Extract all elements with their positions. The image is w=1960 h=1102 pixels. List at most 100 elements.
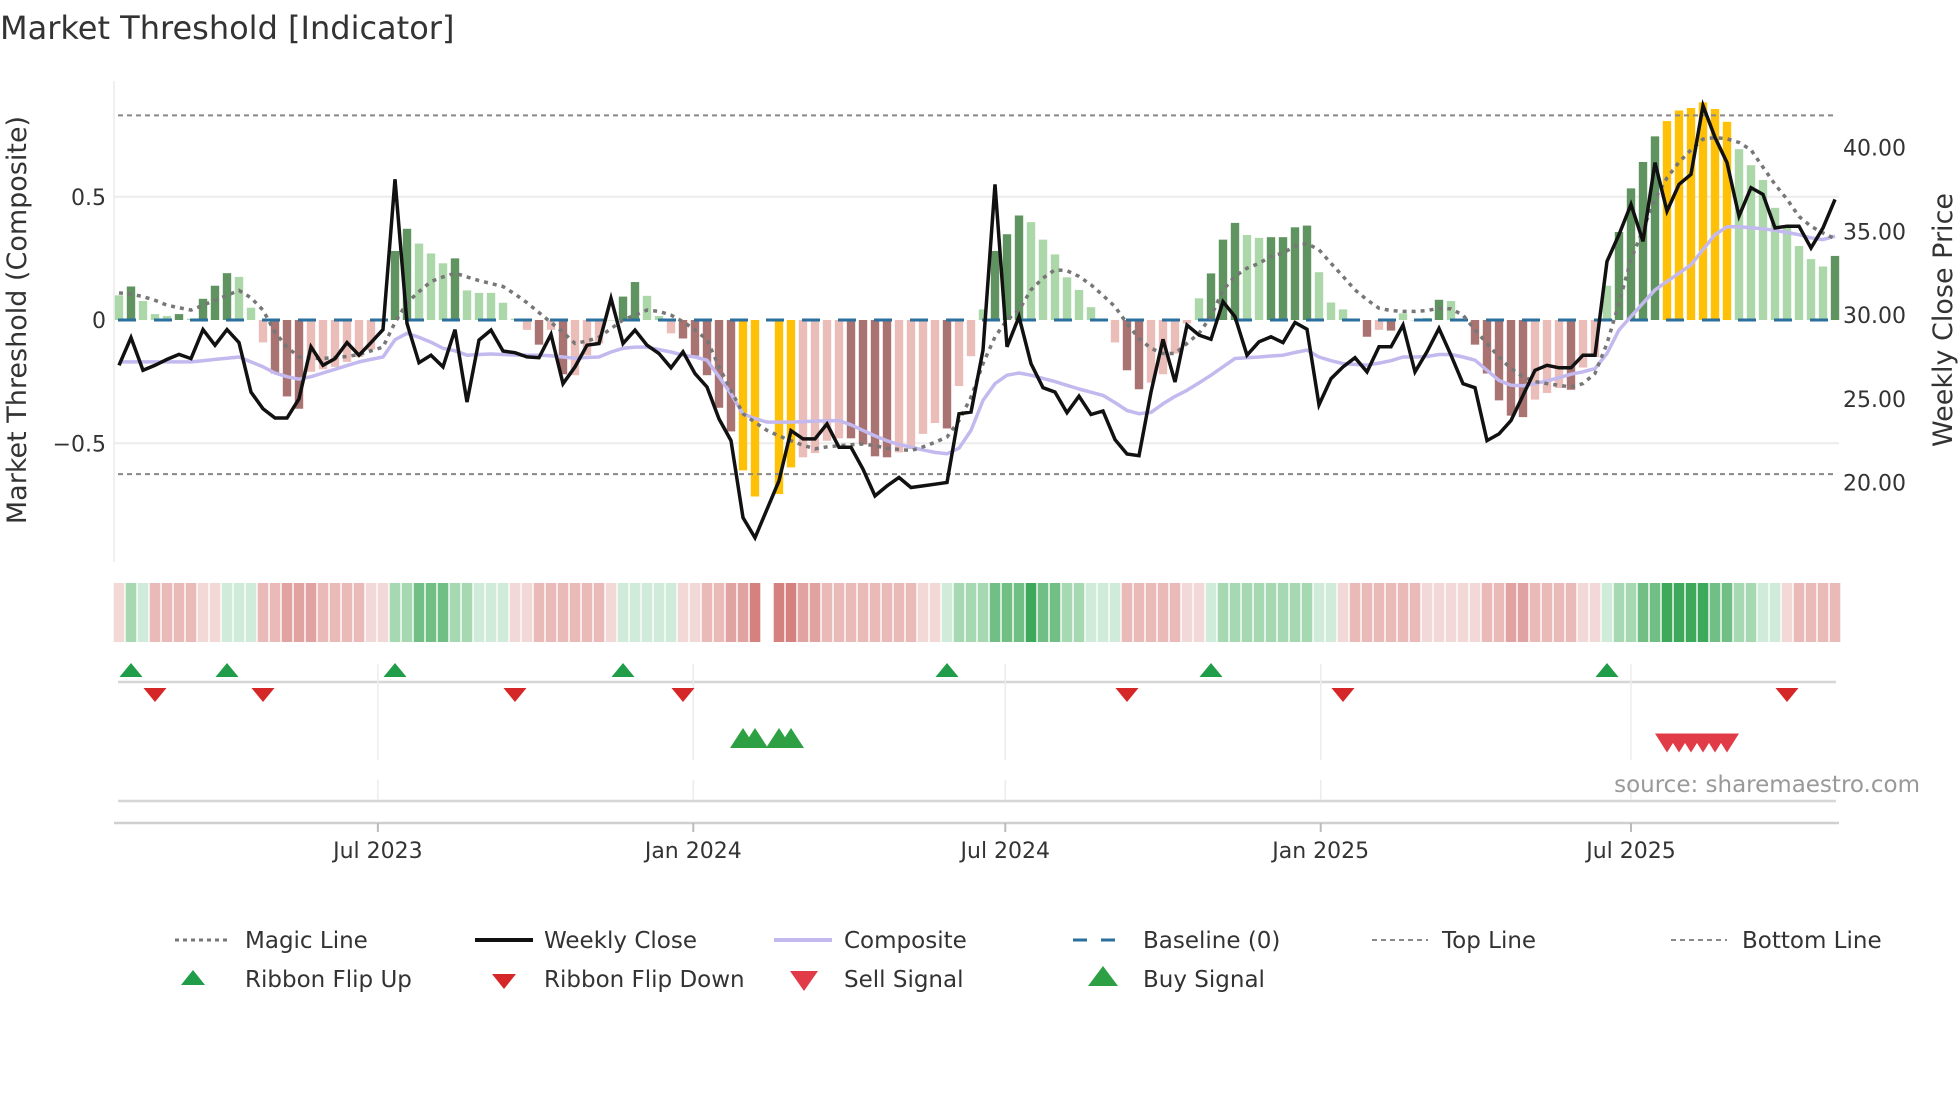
histogram-bar [798, 320, 808, 458]
histogram-bar [162, 316, 172, 320]
histogram-bar [618, 296, 628, 320]
histogram-bar [1734, 149, 1744, 320]
ribbon-cell [1301, 583, 1313, 642]
ribbon-flip-up-marker [119, 663, 143, 677]
ribbon-cell [869, 583, 881, 642]
histogram-bar [606, 320, 616, 321]
histogram-bar [702, 320, 712, 376]
histogram-bar [1530, 320, 1540, 400]
histogram-bar [1014, 215, 1024, 320]
histogram-bar [1686, 108, 1696, 320]
histogram-bar [498, 302, 508, 320]
ribbon-cell [1529, 583, 1541, 642]
ribbon-cell [833, 583, 845, 642]
histogram-bar [258, 320, 268, 343]
source-note: source: sharemaestro.com [1614, 772, 1920, 798]
histogram-bar [1650, 136, 1660, 320]
histogram-bar [1590, 320, 1600, 357]
histogram-bar [1170, 320, 1180, 354]
ribbon-cell [1193, 583, 1205, 642]
histogram-bar [1110, 320, 1120, 343]
histogram-bar [690, 320, 700, 356]
ribbon-cell [353, 583, 365, 642]
histogram-bar [1374, 320, 1384, 330]
ribbon-cell [1805, 583, 1817, 642]
ribbon-cell [845, 583, 857, 642]
histogram-bar [1518, 320, 1528, 418]
ribbon-cell [161, 583, 173, 642]
legend-label: Baseline (0) [1143, 928, 1280, 954]
ribbon-cell [1469, 583, 1481, 642]
buy-signal-marker [742, 728, 768, 748]
ribbon-cell [293, 583, 305, 642]
histogram-bar [486, 292, 496, 320]
ribbon-cell [1133, 583, 1145, 642]
histogram-bar [270, 320, 280, 374]
ribbon-cell [1673, 583, 1685, 642]
ribbon-cell [1517, 583, 1529, 642]
ribbon-flip-down-marker [503, 688, 527, 702]
histogram-bar [1710, 108, 1720, 320]
histogram-bar [918, 320, 928, 434]
histogram-bar [1566, 320, 1576, 390]
ribbon-cell [185, 583, 197, 642]
histogram-bar [906, 320, 916, 449]
ribbon-cell [1601, 583, 1613, 642]
histogram-bar [366, 320, 376, 350]
ribbon-cell [653, 583, 665, 642]
histogram-bar [594, 320, 604, 344]
histogram-bar [138, 301, 148, 320]
histogram-bar [774, 320, 784, 495]
right-y-tick-label: 40.00 [1843, 137, 1906, 162]
ribbon-cell [1121, 583, 1133, 642]
ribbon-cell [1289, 583, 1301, 642]
histogram-bar [1782, 226, 1792, 320]
ribbon-cell [1217, 583, 1229, 642]
ribbon-cell [365, 583, 377, 642]
ribbon-cell [1097, 583, 1109, 642]
legend-item-ribbon-flip-up: Ribbon Flip Up [181, 967, 412, 993]
legend-item-buy-signal: Buy Signal [1088, 966, 1265, 993]
ribbon-cell [1349, 583, 1361, 642]
histogram-bar [534, 320, 544, 345]
ribbon-cell [437, 583, 449, 642]
legend-item-magic-line: Magic Line [175, 928, 368, 954]
histogram-bar [390, 250, 400, 320]
ribbon-cell [1277, 583, 1289, 642]
ribbon-cell [809, 583, 821, 642]
right-y-ticks: 40.00 35.00 30.00 25.00 20.00 [1843, 137, 1906, 497]
ribbon-cell [137, 583, 149, 642]
signal-markers [119, 663, 1799, 753]
ribbon-cell [1481, 583, 1493, 642]
ribbon-cell [1613, 583, 1625, 642]
histogram-bar [882, 320, 892, 458]
ribbon-cell [1637, 583, 1649, 642]
x-tick-label: Jan 2025 [1270, 839, 1369, 864]
ribbon-cell [1205, 583, 1217, 642]
ribbon-cell [149, 583, 161, 642]
ribbon-flip-up-marker [215, 663, 239, 677]
histogram-bar [990, 250, 1000, 320]
histogram-bar [150, 314, 160, 320]
histogram-bar [198, 298, 208, 320]
legend-item-bottom-line: Bottom Line [1671, 928, 1882, 954]
ribbon-strip [113, 583, 1841, 642]
legend-label: Weekly Close [544, 928, 697, 954]
ribbon-cell [221, 583, 233, 642]
histogram-bar [654, 316, 664, 320]
ribbon-cell [317, 583, 329, 642]
histogram-bar [1602, 285, 1612, 320]
x-tick-label: Jul 2023 [331, 839, 423, 864]
buy-signal-marker [778, 728, 804, 748]
right-y-tick-label: 35.00 [1843, 220, 1906, 245]
histogram-bar [1182, 320, 1192, 324]
legend-label: Magic Line [245, 928, 368, 954]
histogram-bar [1278, 237, 1288, 320]
histogram-bar [1026, 222, 1036, 320]
legend-label: Ribbon Flip Up [245, 967, 412, 993]
histogram-bar [1614, 231, 1624, 320]
ribbon-flip-down-marker [1331, 688, 1355, 702]
legend-item-ribbon-flip-down: Ribbon Flip Down [492, 967, 745, 993]
histogram-bar [414, 243, 424, 320]
ribbon-cell [173, 583, 185, 642]
